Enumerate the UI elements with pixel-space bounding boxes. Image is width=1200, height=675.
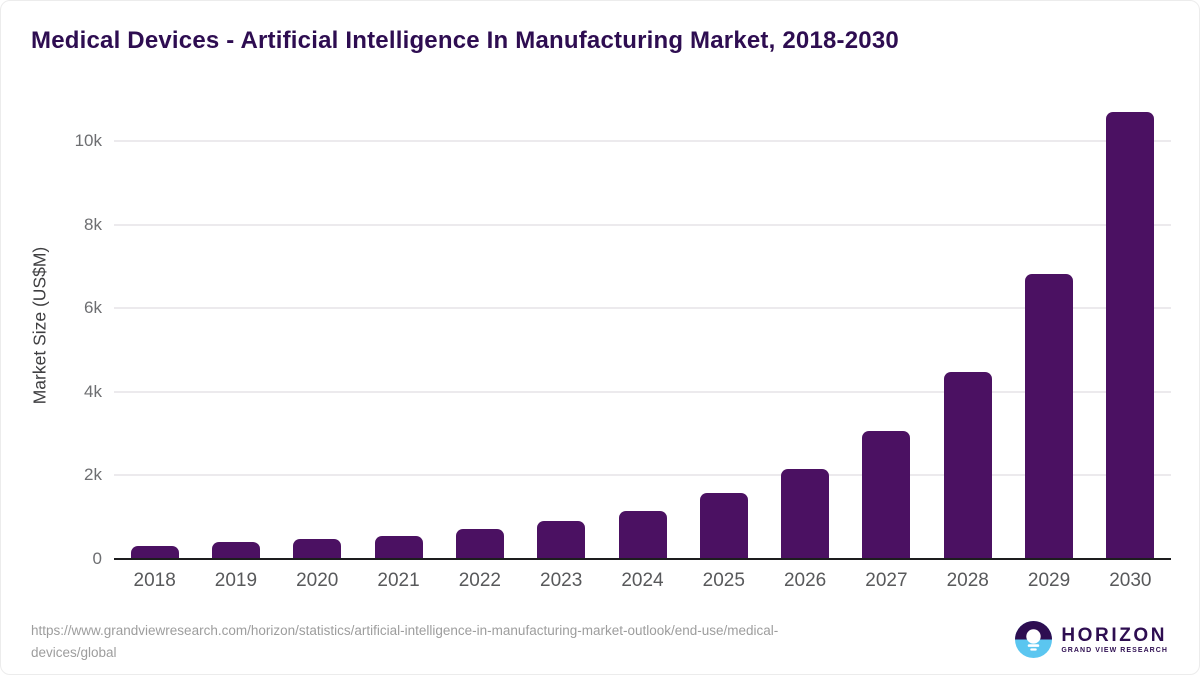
bar-2028[interactable] [943, 372, 992, 559]
x-tick-label: 2021 [377, 570, 420, 591]
gridline-8k [114, 223, 1171, 226]
bar-2022[interactable] [455, 529, 504, 559]
x-tick-label: 2029 [1027, 570, 1071, 591]
source-url-line: https://www.grandviewresearch.com/horizo… [31, 623, 779, 638]
bar-2029[interactable] [1025, 274, 1074, 559]
bar-2018[interactable] [130, 546, 179, 559]
x-tick-label: 2027 [865, 570, 908, 591]
source-url: https://www.grandviewresearch.com/horizo… [31, 620, 778, 664]
x-tick-label: 2026 [783, 570, 827, 591]
bar-2021[interactable] [374, 535, 423, 559]
source-url-line: devices/global [31, 645, 117, 660]
y-tick-label: 6k [84, 298, 102, 318]
x-tick-label: 2030 [1109, 570, 1152, 591]
x-tick-label: 2022 [458, 570, 501, 591]
x-tick-label: 2025 [702, 570, 745, 591]
bar-2025[interactable] [699, 492, 748, 559]
logo-subbrand: GRAND VIEW RESEARCH [1061, 646, 1168, 654]
chart-title: Medical Devices - Artificial Intelligenc… [31, 27, 899, 54]
y-tick-label: 8k [84, 214, 102, 234]
y-tick-label: 4k [84, 381, 102, 401]
bar-2023[interactable] [537, 521, 586, 559]
gridline-10k [114, 140, 1171, 143]
gridline-4k [114, 390, 1171, 393]
gridline-2k [114, 474, 1171, 477]
x-tick-label: 2020 [296, 570, 339, 591]
y-axis-title: Market Size (US$M) [29, 246, 50, 404]
y-tick-label: 0 [92, 549, 102, 568]
x-axis-line [114, 558, 1171, 560]
bar-2020[interactable] [293, 538, 342, 559]
x-tick-label: 2019 [214, 570, 258, 591]
gridline-6k [114, 307, 1171, 310]
plot-area: 0 2k 4k 6k 8k 10k 2018 2019 2020 2021 2022 2023 2024… [75, 91, 1171, 591]
horizon-sun-icon [1015, 621, 1053, 658]
logo-text: HORIZON GRAND VIEW RESEARCH [1061, 624, 1168, 654]
bar-2027[interactable] [862, 431, 911, 559]
horizon-logo: HORIZON GRAND VIEW RESEARCH [1015, 621, 1168, 658]
x-tick-label: 2018 [133, 570, 176, 591]
bar-2024[interactable] [618, 510, 667, 559]
y-tick-label: 2k [84, 465, 102, 485]
bar-2019[interactable] [211, 542, 260, 559]
y-tick-label: 10k [74, 131, 102, 151]
bar-2030[interactable] [1106, 111, 1155, 559]
x-tick-label: 2023 [540, 570, 583, 591]
bar-2026[interactable] [781, 469, 830, 559]
x-tick-label: 2028 [946, 570, 989, 591]
x-tick-label: 2024 [621, 570, 664, 591]
logo-brand: HORIZON [1061, 624, 1168, 646]
